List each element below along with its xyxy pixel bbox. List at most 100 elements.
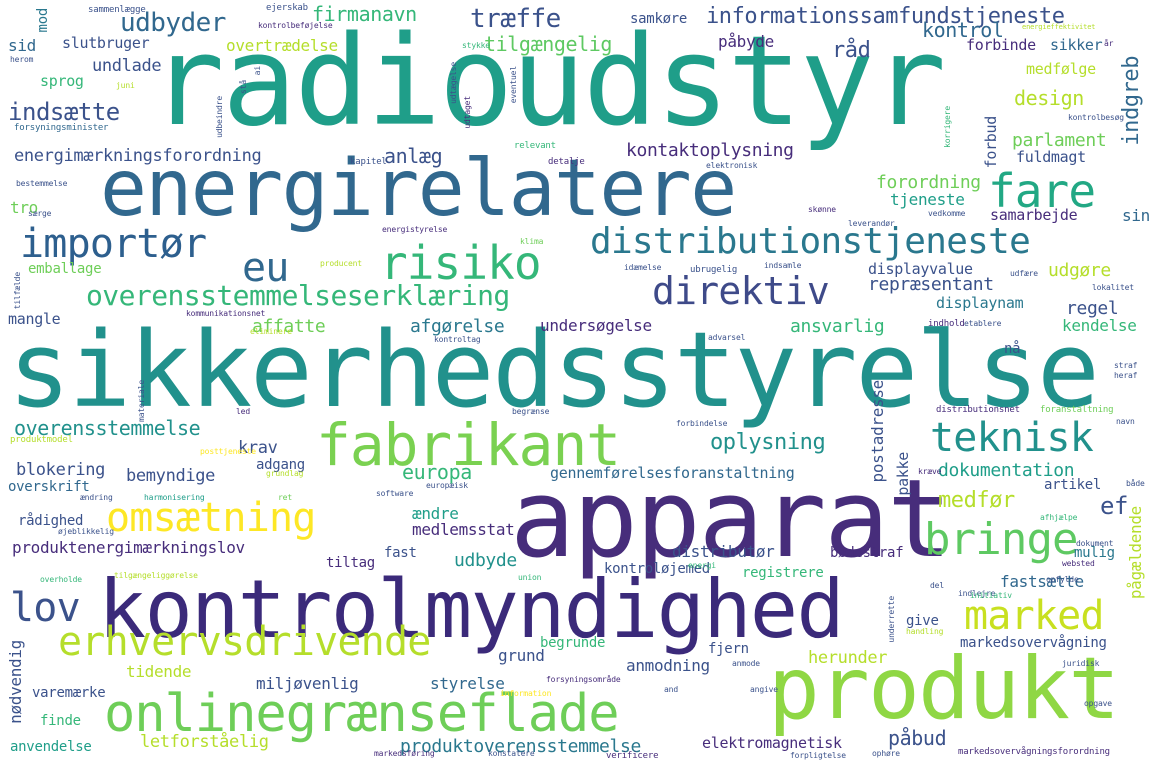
word-tilfaelde: tilfælde bbox=[13, 272, 22, 310]
word-software: software bbox=[376, 489, 414, 498]
word-varemaerke: varemærke bbox=[32, 685, 106, 701]
word-energimaerkningsforordning: energimærkningsforordning bbox=[14, 146, 262, 166]
word-relevant: relevant bbox=[514, 141, 556, 151]
word-ejerskab: ejerskab bbox=[266, 3, 308, 13]
word-omsaetning: omsætning bbox=[106, 495, 316, 541]
word-mod: mod bbox=[35, 8, 51, 33]
word-markedsfoering: markedsføring bbox=[374, 749, 435, 758]
word-korrigere: korrigere bbox=[943, 106, 952, 148]
word-websted: websted bbox=[1062, 559, 1095, 568]
word-erhvervsdrivende: erhvervsdrivende bbox=[58, 619, 431, 665]
word-bemyndige: bemyndige bbox=[126, 466, 216, 486]
word-artikel: artikel bbox=[1044, 477, 1102, 493]
word-anlaeg: anlæg bbox=[384, 144, 443, 168]
word-europa: europa bbox=[402, 460, 472, 484]
word-udgoere: udgøre bbox=[1048, 260, 1111, 281]
word-saerge: særge bbox=[28, 209, 52, 218]
word-grund: grund bbox=[498, 646, 545, 665]
word-ef: ef bbox=[1100, 492, 1128, 520]
word-indsamle: indsamle bbox=[764, 261, 802, 270]
word-fuldmagt: fuldmagt bbox=[1016, 148, 1086, 166]
word-undlade: undlade bbox=[92, 56, 162, 76]
word-distributionstjeneste: distributionstjeneste bbox=[590, 221, 1031, 262]
word-radioudstyr: radioudstyr bbox=[150, 10, 946, 154]
word-materiale: materiale bbox=[137, 380, 146, 422]
word-angive: angive bbox=[750, 685, 778, 694]
word-apparat: apparat bbox=[510, 457, 952, 582]
word-begrunde: begrunde bbox=[540, 635, 606, 651]
word-afhjaelpe: afhjælpe bbox=[1040, 513, 1078, 522]
word-bestemmelse: bestemmelse bbox=[16, 179, 68, 188]
word-straf: straf bbox=[1114, 361, 1138, 370]
word-ansvarlig: ansvarlig bbox=[790, 316, 885, 337]
word-pagaeldende: pågældende bbox=[1126, 506, 1145, 600]
word-aar: år bbox=[1104, 39, 1114, 48]
word-eliminere: eliminere bbox=[250, 327, 292, 336]
word-posttjeneste: posttjeneste bbox=[200, 447, 256, 456]
word-information: information bbox=[500, 689, 552, 698]
word-europaeisk: europæisk bbox=[426, 481, 468, 490]
word-verificere: verificere bbox=[606, 751, 659, 761]
word-energirelatere: energirelatere bbox=[100, 144, 737, 234]
word-underrette: underrette bbox=[887, 596, 896, 643]
word-aendring: ændring bbox=[80, 493, 113, 502]
word-tiltag: tiltag bbox=[326, 555, 375, 571]
word-noedvendig: nødvendig bbox=[6, 640, 25, 724]
word-fjern: fjern bbox=[708, 641, 749, 657]
word-energi: energi bbox=[688, 561, 716, 570]
word-and: and bbox=[664, 685, 678, 694]
word-aendre: ændre bbox=[412, 504, 459, 523]
word-sin: sin bbox=[1122, 206, 1150, 225]
word-displaynam: displaynam bbox=[936, 294, 1024, 312]
word-opfylde: opfylde bbox=[1046, 575, 1079, 584]
word-produktenergimaerkningslov: produktenergimærkningslov bbox=[12, 538, 245, 557]
word-juni: juni bbox=[116, 81, 135, 90]
word-konstatere: konstatere bbox=[488, 749, 535, 758]
word-afgoerelse: afgørelse bbox=[410, 316, 505, 337]
word-slutbruger: slutbruger bbox=[62, 34, 150, 52]
word-kraeve: kræve bbox=[918, 467, 942, 476]
word-miljoevenlig: miljøvenlig bbox=[256, 674, 359, 693]
word-parlament: parlament bbox=[1012, 130, 1107, 151]
word-kapitel: kapitel bbox=[350, 157, 387, 167]
word-oejeblikkelig: øjeblikkelig bbox=[58, 527, 114, 536]
word-elektronisk: elektronisk bbox=[706, 161, 758, 170]
word-herom: herom bbox=[10, 55, 34, 64]
word-udbyde: udbyde bbox=[454, 550, 517, 571]
word-sikker: sikker bbox=[1050, 36, 1103, 54]
word-etablere: etablere bbox=[964, 319, 1002, 328]
word-forsyningsminister: forsyningsminister bbox=[14, 123, 109, 133]
word-producent: producent bbox=[320, 259, 362, 268]
word-traeffe: træffe bbox=[470, 4, 561, 34]
word-energieffektivitet: energieffektivitet bbox=[1022, 23, 1096, 31]
word-markedsovervaagning: markedsovervågning bbox=[960, 635, 1107, 651]
word-sprog: sprog bbox=[40, 72, 84, 90]
word-indsaette: indsætte bbox=[8, 98, 120, 126]
word-pakke: pakke bbox=[894, 452, 912, 496]
word-forbindelse: forbindelse bbox=[676, 419, 728, 428]
word-indhold: indhold bbox=[928, 319, 965, 329]
word-overskrift: overskrift bbox=[8, 479, 90, 495]
word-anvendelse: anvendelse bbox=[10, 739, 92, 755]
word-adgang: adgang bbox=[256, 457, 305, 473]
word-medfoelge: medfølge bbox=[1026, 60, 1096, 78]
word-detalje: detalje bbox=[548, 157, 585, 167]
word-del: del bbox=[930, 581, 944, 590]
word-grundlag: grundlag bbox=[266, 469, 304, 478]
word-mulig: mulig bbox=[1074, 545, 1115, 561]
word-kontaktoplysning: kontaktoplysning bbox=[626, 140, 794, 161]
word-navn: navn bbox=[1116, 417, 1135, 426]
word-dokument: dokument bbox=[1076, 539, 1114, 548]
word-begraense: begrænse bbox=[512, 407, 550, 416]
word-forpligtelse: forpligtelse bbox=[790, 751, 846, 760]
word-postadresse: postadresse bbox=[868, 380, 887, 483]
word-paabud: påbud bbox=[888, 726, 947, 750]
word-ophoere: ophøre bbox=[872, 749, 900, 758]
word-union: union bbox=[518, 573, 542, 582]
word-paabyde: påbyde bbox=[718, 32, 774, 51]
word-lokalitet: lokalitet bbox=[1092, 283, 1134, 292]
word-kontroloejemed: kontroløjemed bbox=[604, 561, 710, 577]
word-direktiv: direktiv bbox=[652, 269, 830, 313]
word-medlemsstat: medlemsstat bbox=[412, 520, 515, 539]
word-medfoer: medfør bbox=[938, 488, 1015, 513]
